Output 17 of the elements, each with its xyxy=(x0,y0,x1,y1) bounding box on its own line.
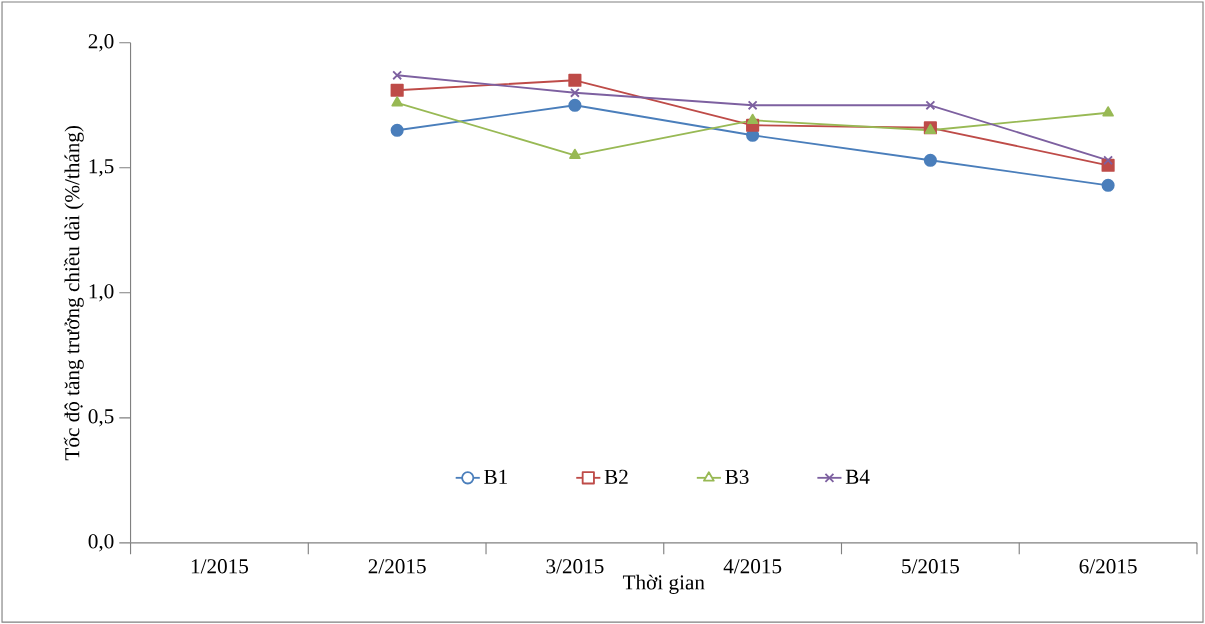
legend-label: B1 xyxy=(484,469,507,484)
x-tick-label: 2/2015 xyxy=(368,559,426,574)
x-tick-label: 4/2015 xyxy=(723,559,782,574)
legend-label: B3 xyxy=(725,469,749,484)
y-tick-label: 1,5 xyxy=(89,159,114,177)
y-tick-label: 1,0 xyxy=(89,284,114,302)
y-tick-label: 0,5 xyxy=(88,409,114,427)
x-tick-label: 6/2015 xyxy=(1079,559,1137,574)
legend-label: B4 xyxy=(845,469,870,484)
y-tick-label: 2,0 xyxy=(88,34,114,52)
x-axis-title: Thời gian xyxy=(622,574,705,594)
x-tick-label: 3/2015 xyxy=(546,559,604,574)
x-tick-label: 1/2015 xyxy=(191,559,249,574)
y-axis-title: Tốc độ tăng trưởng chiều dài (%/tháng) xyxy=(63,125,84,461)
x-tick-label: 5/2015 xyxy=(902,559,959,574)
legend-label: B2 xyxy=(604,469,628,484)
y-tick-label: 0,0 xyxy=(88,534,114,552)
